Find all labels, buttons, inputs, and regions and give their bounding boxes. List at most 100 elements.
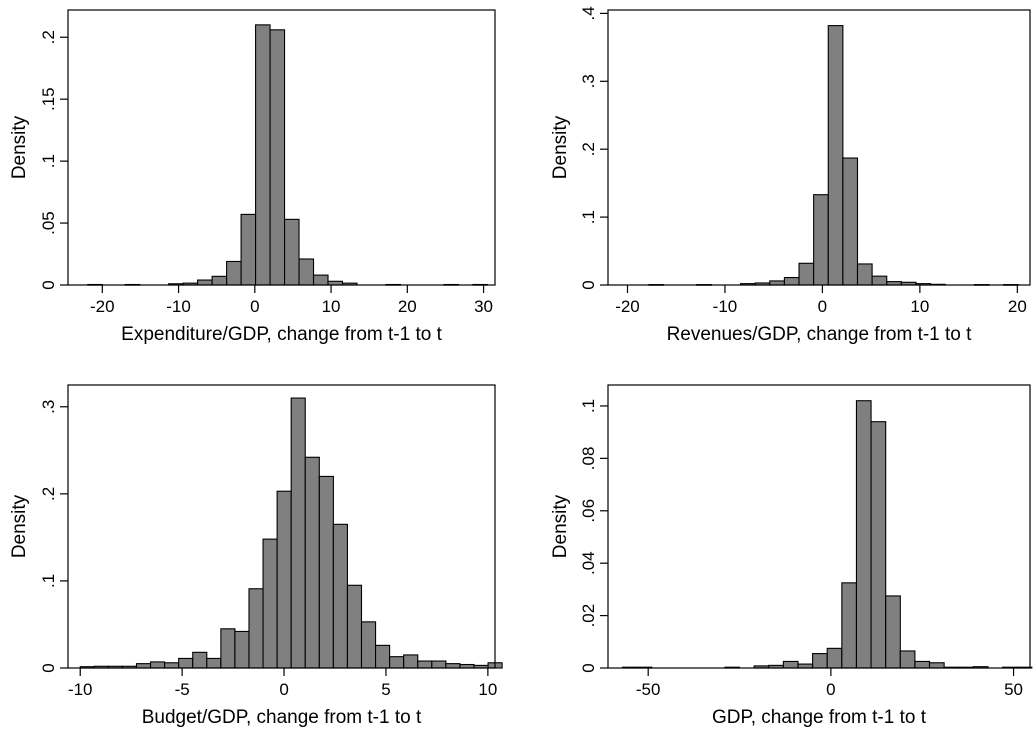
expenditure-bar-8	[255, 24, 271, 286]
budget-bar-14	[276, 490, 292, 669]
revenues-xtick-label-1: -10	[713, 297, 738, 316]
expenditure-xtick-label-1: -10	[166, 297, 191, 316]
revenues-xtick-label-4: 20	[1008, 297, 1027, 316]
expenditure-y-axis-title: Density	[9, 115, 30, 179]
budget-histogram-panel: 0 .1 .2 .3 -10 -5 0 5 10 Budget/GDP, change from …	[9, 384, 503, 728]
budget-bar-22	[389, 656, 405, 669]
expenditure-ytick-label-2: .1	[39, 154, 58, 168]
gdp-bar-11	[870, 421, 887, 669]
expenditure-ytick-label-1: .05	[39, 211, 58, 235]
budget-ytick-label-1: .1	[39, 574, 58, 588]
budget-bar-20	[360, 621, 377, 669]
budget-bar-17	[318, 475, 334, 669]
budget-bar-5	[149, 661, 166, 669]
revenues-bar-4	[769, 280, 785, 286]
budget-x-axis-title: Budget/GDP, change from t-1 to t	[142, 707, 422, 728]
budget-bar-19	[346, 584, 363, 669]
gdp-bar-15	[928, 662, 945, 669]
budget-plot-frame	[67, 384, 496, 669]
budget-ytick-label-3: .3	[39, 400, 58, 414]
expenditure-x-axis-title: Expenditure/GDP, change from t-1 to t	[121, 324, 442, 345]
budget-bar-11	[234, 630, 250, 669]
budget-bar-21	[375, 644, 391, 669]
gdp-xtick-label-2: 50	[1004, 680, 1023, 699]
revenues-xtick-label-0: -20	[615, 297, 640, 316]
gdp-ytick-label-4: .08	[579, 447, 598, 471]
gdp-bar-10	[855, 400, 872, 669]
revenues-ytick-label-4: .4	[579, 6, 598, 20]
budget-bar-6	[164, 662, 180, 669]
budget-xtick-label-1: -5	[175, 680, 190, 699]
expenditure-xtick-label-5: 30	[474, 297, 493, 316]
gdp-ytick-label-5: .1	[579, 399, 598, 413]
revenues-ytick-label-2: .2	[579, 142, 598, 156]
gdp-ytick-label-3: .06	[579, 499, 598, 523]
budget-xtick-label-3: 5	[381, 680, 390, 699]
gdp-bar-13	[899, 650, 916, 669]
budget-bar-16	[304, 456, 320, 669]
budget-ytick-label-0: 0	[39, 663, 58, 672]
budget-bar-25	[431, 660, 447, 669]
budget-bar-26	[445, 663, 461, 669]
revenues-bar-6	[798, 262, 815, 286]
budget-bar-15	[290, 397, 306, 669]
revenues-bar-8	[827, 25, 844, 286]
expenditure-xtick-label-2: 0	[250, 297, 259, 316]
revenues-ytick-label-1: .1	[579, 210, 598, 224]
gdp-xtick-label-0: -50	[636, 680, 661, 699]
gdp-bar-9	[841, 582, 858, 669]
budget-xtick-label-2: 0	[279, 680, 288, 699]
revenues-xtick-label-2: 0	[818, 297, 827, 316]
expenditure-bar-11	[298, 258, 315, 286]
budget-bar-24	[417, 660, 433, 669]
gdp-xtick-label-1: 0	[826, 680, 835, 699]
gdp-histogram-panel: 0 .02 .04 .06 .08 .1 -50 0 50 GDP, change from t-…	[550, 384, 1033, 728]
revenues-plot-frame	[607, 9, 1031, 286]
expenditure-bar-5	[211, 275, 228, 286]
budget-bar-12	[248, 588, 264, 669]
gdp-plot-frame	[607, 384, 1031, 669]
revenues-x-axis-title: Revenues/GDP, change from t-1 to t	[667, 324, 973, 345]
gdp-ytick-label-0: 0	[579, 663, 598, 672]
budget-bar-10	[220, 628, 236, 669]
budget-xtick-label-4: 10	[478, 680, 497, 699]
revenues-bar-7	[813, 194, 829, 286]
revenues-y-axis-title: Density	[550, 115, 571, 179]
expenditure-bar-12	[312, 274, 329, 286]
budget-bar-13	[262, 538, 278, 669]
budget-bar-18	[332, 523, 348, 669]
gdp-ytick-label-2: .04	[579, 551, 598, 575]
budget-bar-23	[403, 654, 419, 669]
budget-xtick-label-0: -10	[68, 680, 93, 699]
gdp-ytick-label-1: .02	[579, 604, 598, 628]
expenditure-xtick-label-3: 10	[322, 297, 341, 316]
budget-bar-8	[192, 651, 208, 669]
expenditure-histogram-panel: 0 .05 .1 .15 .2 -20 -10 0 10 20 30 Expenditure/GDP,…	[9, 9, 496, 345]
budget-bar-7	[178, 657, 194, 669]
gdp-x-axis-title: GDP, change from t-1 to t	[712, 707, 927, 728]
expenditure-bar-7	[240, 213, 257, 286]
expenditure-bar-4	[197, 279, 213, 286]
budget-bar-9	[206, 657, 222, 669]
revenues-bar-5	[783, 276, 800, 286]
revenues-histogram-panel: 0 .1 .2 .3 .4 -20 -10 0 10 20 Revenues/GDP, change…	[550, 6, 1031, 345]
expenditure-xtick-label-4: 20	[398, 297, 417, 316]
expenditure-bar-6	[226, 260, 242, 286]
expenditure-ytick-label-3: .15	[39, 87, 58, 111]
gdp-bar-7	[812, 653, 828, 669]
budget-ytick-label-2: .2	[39, 487, 58, 501]
revenues-ytick-label-3: .3	[579, 74, 598, 88]
budget-y-axis-title: Density	[9, 494, 30, 558]
expenditure-xtick-label-0: -20	[90, 297, 115, 316]
gdp-bar-14	[914, 660, 931, 669]
revenues-bar-11	[871, 275, 888, 286]
revenues-xtick-label-3: 10	[910, 297, 929, 316]
revenues-ytick-label-0: 0	[579, 280, 598, 289]
revenues-bar-9	[842, 157, 859, 286]
gdp-bar-12	[885, 595, 901, 669]
gdp-bar-8	[826, 647, 843, 669]
expenditure-plot-frame	[67, 9, 496, 286]
budget-bar-4	[135, 663, 152, 669]
gdp-bar-5	[782, 660, 799, 669]
